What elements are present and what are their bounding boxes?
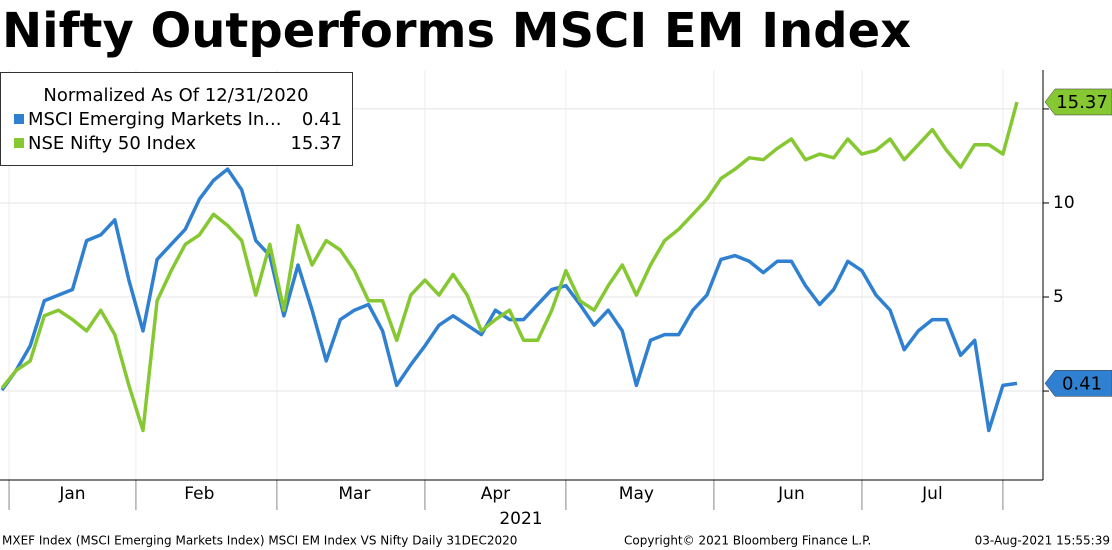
legend-title: Normalized As Of 12/31/2020 xyxy=(43,85,308,106)
footer: 03-Aug-2021 15:55:39 xyxy=(975,534,1110,548)
x-tick-label: Mar xyxy=(338,484,370,504)
legend-swatch xyxy=(14,138,24,148)
value-tag xyxy=(1044,88,1112,116)
footer: Copyright© 2021 Bloomberg Finance L.P. xyxy=(624,534,871,548)
y-tick-label: 5 xyxy=(1053,287,1064,307)
chart-title: Nifty Outperforms MSCI EM Index xyxy=(2,3,911,59)
value-tag-label: 15.37 xyxy=(1056,92,1108,113)
legend-swatch xyxy=(14,114,24,124)
series-line xyxy=(0,167,1018,433)
x-tick-label: Jun xyxy=(777,484,805,504)
footer: MXEF Index (MSCI Emerging Markets Index)… xyxy=(2,534,517,548)
series-line xyxy=(0,101,1019,433)
legend-value: 15.37 xyxy=(290,133,342,154)
value-tag xyxy=(1044,370,1112,397)
x-tick-label: May xyxy=(619,484,654,504)
legend-label: NSE Nifty 50 Index xyxy=(28,133,196,154)
y-tick-label: 10 xyxy=(1053,193,1075,213)
legend-box xyxy=(0,72,353,166)
x-tick-label: Apr xyxy=(481,484,510,504)
x-tick-label: Jan xyxy=(58,484,85,504)
value-tag-label: 0.41 xyxy=(1062,373,1102,394)
legend-label: MSCI Emerging Markets In... xyxy=(28,109,281,130)
x-tick-label: Jul xyxy=(921,484,943,504)
legend: Normalized As Of 12/31/2020 MSCI Emergin… xyxy=(0,72,353,166)
x-axis-label: 2021 xyxy=(499,509,542,529)
x-tick-label: Feb xyxy=(184,484,214,504)
legend-value: 0.41 xyxy=(302,109,342,130)
